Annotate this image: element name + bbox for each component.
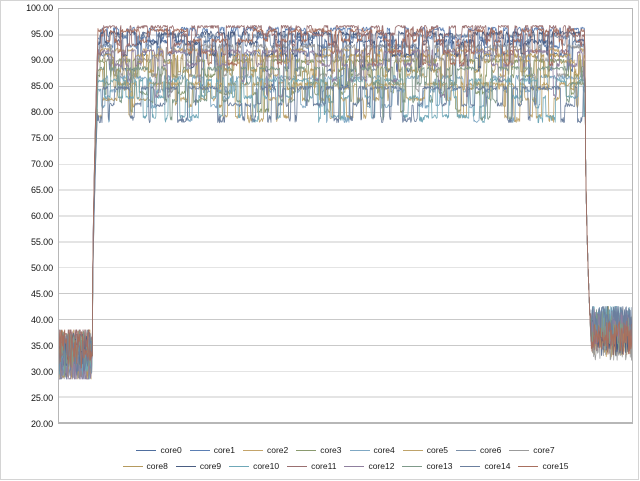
chart-legend: core0 core1 core2 core3 core4 core5 core6 core7…: [58, 442, 633, 476]
plot-area: [58, 8, 633, 424]
legend-swatch-core2: [242, 449, 263, 451]
legend-item-core13[interactable]: core13: [402, 461, 452, 471]
legend-label-core11: core11: [311, 461, 337, 471]
legend-item-core9[interactable]: core9: [175, 461, 222, 471]
y-tick-label: 40.00: [30, 314, 53, 325]
series-line-core11: [59, 25, 632, 362]
legend-label-core8: core8: [146, 461, 168, 471]
series-line-core9: [59, 30, 632, 378]
legend-swatch-core13: [402, 465, 423, 467]
y-tick-label: 30.00: [30, 366, 53, 377]
y-tick-label: 65.00: [30, 184, 53, 195]
legend-label-core10: core10: [253, 461, 280, 471]
legend-label-core6: core6: [480, 445, 502, 455]
legend-item-core2[interactable]: core2: [242, 445, 289, 455]
legend-label-core0: core0: [160, 445, 182, 455]
legend-label-core4: core4: [373, 445, 395, 455]
legend-swatch-core0: [136, 449, 157, 451]
legend-label-core7: core7: [533, 445, 555, 455]
legend-item-core6[interactable]: core6: [456, 445, 501, 455]
series-line-core7: [59, 43, 632, 372]
legend-swatch-core12: [344, 465, 365, 467]
legend-item-core0[interactable]: core0: [136, 445, 182, 455]
legend-item-core4[interactable]: core4: [349, 445, 395, 455]
series-line-core13: [59, 60, 632, 377]
legend-swatch-core1: [189, 449, 210, 451]
series-line-core2: [59, 47, 632, 369]
legend-item-core5[interactable]: core5: [402, 445, 449, 455]
y-tick-label: 55.00: [30, 236, 53, 247]
legend-item-core14[interactable]: core14: [460, 461, 510, 471]
legend-label-core9: core9: [199, 461, 222, 471]
y-tick-label: 35.00: [30, 340, 53, 351]
y-tick-label: 60.00: [30, 210, 53, 221]
legend-swatch-core5: [402, 449, 423, 451]
series-line-core14: [59, 60, 632, 376]
y-tick-label: 25.00: [30, 392, 53, 403]
legend-swatch-core9: [175, 465, 196, 467]
legend-swatch-core14: [460, 465, 481, 467]
legend-label-core12: core12: [368, 461, 395, 471]
legend-item-core7[interactable]: core7: [509, 445, 555, 455]
legend-label-core1: core1: [213, 445, 235, 455]
legend-item-core8[interactable]: core8: [122, 461, 168, 471]
series-line-core10: [59, 60, 632, 380]
y-tick-label: 80.00: [30, 106, 53, 117]
legend-item-core10[interactable]: core10: [229, 461, 279, 471]
series-line-core15: [59, 28, 632, 369]
y-tick-label: 75.00: [30, 132, 53, 143]
y-tick-label: 90.00: [30, 54, 53, 65]
y-tick-label: 20.00: [30, 418, 53, 429]
series-line-core12: [59, 48, 632, 380]
y-tick-label: 50.00: [30, 262, 53, 273]
y-tick-label: 85.00: [30, 80, 53, 91]
legend-swatch-core7: [509, 449, 530, 451]
legend-item-core15[interactable]: core15: [518, 461, 568, 471]
y-tick-label: 95.00: [30, 28, 53, 39]
y-axis-labels: 100.00 95.00 90.00 85.00 80.00 75.00 70.00 65.0…: [0, 0, 58, 432]
legend-label-core5: core5: [426, 445, 449, 455]
legend-item-core3[interactable]: core3: [296, 445, 342, 455]
y-tick-label: 100.00: [26, 2, 53, 13]
legend-label-core13: core13: [426, 461, 453, 471]
plot-canvas: [59, 25, 632, 423]
legend-swatch-core8: [122, 465, 143, 467]
legend-label-core2: core2: [266, 445, 289, 455]
legend-item-core12[interactable]: core12: [344, 461, 394, 471]
legend-swatch-core3: [296, 449, 317, 451]
legend-item-core11[interactable]: core11: [287, 461, 336, 471]
y-tick-label: 70.00: [30, 158, 53, 169]
legend-swatch-core10: [229, 465, 250, 467]
series-line-core4: [59, 60, 632, 374]
legend-swatch-core11: [287, 465, 308, 467]
legend-row-2: core8 core9 core10 core11 core12 core13 core14…: [119, 458, 573, 474]
legend-label-core3: core3: [320, 445, 342, 455]
legend-swatch-core4: [349, 449, 370, 451]
y-tick-label: 45.00: [30, 288, 53, 299]
legend-row-1: core0 core1 core2 core3 core4 core5 core6 core7: [132, 442, 558, 458]
legend-label-core14: core14: [484, 461, 511, 471]
legend-swatch-core15: [518, 465, 539, 467]
legend-item-core1[interactable]: core1: [189, 445, 235, 455]
legend-label-core15: core15: [542, 461, 569, 471]
legend-swatch-core6: [456, 449, 477, 451]
